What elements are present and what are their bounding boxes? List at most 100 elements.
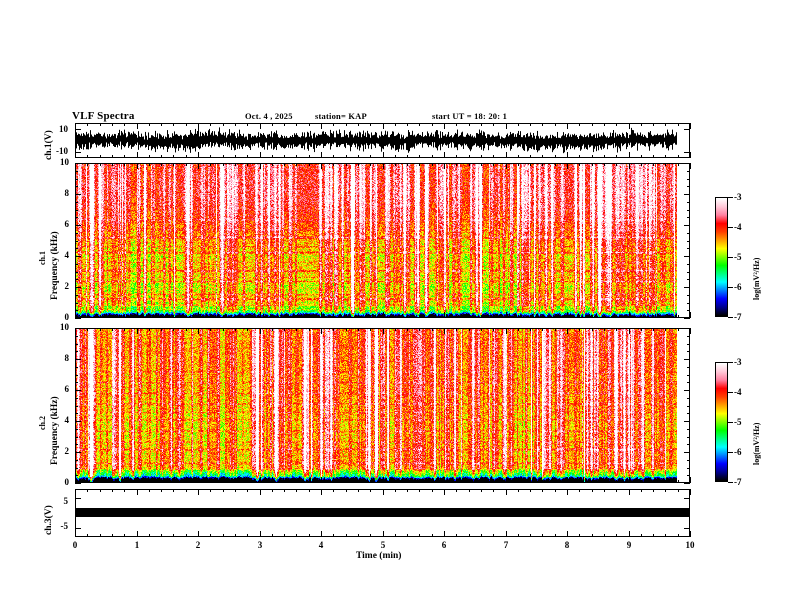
- ch1-spec-y-tick: [684, 194, 690, 195]
- colorbar-tick-label: -7: [734, 477, 742, 487]
- x-tick-minor: [284, 163, 285, 166]
- colorbar-tick: [728, 287, 733, 288]
- x-tick-minor: [395, 123, 396, 126]
- ch1-spec-y-tick: [75, 318, 81, 319]
- x-tick-minor: [506, 163, 507, 169]
- x-tick-minor: [493, 489, 494, 492]
- x-tick-minor: [87, 489, 88, 492]
- x-tick-minor: [579, 534, 580, 537]
- x-tick-minor: [678, 155, 679, 158]
- x-tick-minor: [333, 155, 334, 158]
- x-tick-minor: [641, 480, 642, 483]
- x-axis-label: Time (min): [356, 551, 402, 561]
- x-tick-minor: [665, 328, 666, 331]
- x-tick-minor: [358, 534, 359, 537]
- x-tick-label: 3: [257, 540, 263, 550]
- ch2-spec-y-tick: [75, 406, 78, 407]
- x-tick-minor: [75, 152, 76, 158]
- x-tick-minor: [100, 315, 101, 318]
- ch1-spec-y-tick: [75, 287, 81, 288]
- x-tick-minor: [210, 328, 211, 331]
- x-tick-minor: [506, 312, 507, 318]
- x-tick-minor: [309, 315, 310, 318]
- x-tick-minor: [284, 315, 285, 318]
- x-tick-minor: [592, 480, 593, 483]
- x-tick-minor: [75, 123, 76, 129]
- ch2-spec-y-tick: [75, 413, 78, 414]
- x-tick-minor: [100, 480, 101, 483]
- x-tick-minor: [358, 328, 359, 331]
- x-tick-minor: [309, 163, 310, 166]
- x-tick-minor: [444, 531, 445, 537]
- x-tick-minor: [432, 328, 433, 331]
- ch2-spec-y-tick: [75, 468, 78, 469]
- x-tick-minor: [173, 163, 174, 166]
- x-tick-minor: [210, 315, 211, 318]
- x-tick-minor: [616, 163, 617, 166]
- x-tick-minor: [395, 163, 396, 166]
- x-tick-minor: [235, 489, 236, 492]
- x-tick-minor: [616, 123, 617, 126]
- ch2-spec-y-tick: [687, 429, 690, 430]
- ch1-spec-y-tick: [687, 233, 690, 234]
- x-tick-minor: [690, 328, 691, 334]
- ch2-spec-y-tick: [687, 468, 690, 469]
- x-tick-minor: [309, 480, 310, 483]
- x-tick-minor: [592, 489, 593, 492]
- ch2-spec-y-tick: [687, 406, 690, 407]
- x-tick-minor: [493, 163, 494, 166]
- x-tick-minor: [518, 534, 519, 537]
- x-tick-minor: [137, 531, 138, 537]
- ch3-wave-y-tick: [684, 528, 690, 529]
- ch1-spec-y-tick: [684, 287, 690, 288]
- colorbar-tick-label: -7: [734, 312, 742, 322]
- x-tick-minor: [493, 534, 494, 537]
- ch1-spec-y-tick: [75, 295, 78, 296]
- x-tick-minor: [641, 123, 642, 126]
- ch1-spec-y-tick: [75, 264, 78, 265]
- x-tick-minor: [653, 123, 654, 126]
- x-tick-minor: [444, 489, 445, 495]
- x-tick-minor: [260, 489, 261, 495]
- x-tick-minor: [604, 480, 605, 483]
- ch3-wave-y-tick: [684, 498, 690, 499]
- ch1-spec-ytick-label: 6: [64, 219, 70, 229]
- x-tick-label: 9: [626, 540, 632, 550]
- x-tick-minor: [383, 163, 384, 169]
- x-tick-minor: [481, 123, 482, 126]
- x-tick-minor: [395, 315, 396, 318]
- x-tick-minor: [469, 328, 470, 331]
- ch2-spec-y-tick: [687, 367, 690, 368]
- x-tick-minor: [579, 489, 580, 492]
- x-tick-minor: [346, 163, 347, 166]
- x-tick-minor: [690, 531, 691, 537]
- x-tick-minor: [690, 312, 691, 318]
- x-tick-minor: [124, 155, 125, 158]
- x-tick-minor: [333, 123, 334, 126]
- x-tick-minor: [530, 163, 531, 166]
- x-tick-minor: [641, 328, 642, 331]
- ch1-ytick-pos10: 10: [59, 124, 68, 134]
- x-tick-minor: [542, 534, 543, 537]
- x-tick-minor: [678, 480, 679, 483]
- x-tick-minor: [124, 123, 125, 126]
- x-tick-minor: [309, 534, 310, 537]
- x-tick-minor: [665, 163, 666, 166]
- x-tick-minor: [653, 155, 654, 158]
- x-tick-minor: [173, 534, 174, 537]
- x-tick-minor: [481, 315, 482, 318]
- x-tick-minor: [592, 163, 593, 166]
- x-tick-minor: [346, 155, 347, 158]
- x-tick-minor: [567, 152, 568, 158]
- x-tick-minor: [555, 123, 556, 126]
- x-tick-minor: [186, 163, 187, 166]
- x-tick-minor: [223, 534, 224, 537]
- x-tick-minor: [432, 489, 433, 492]
- colorbar-tick-label: -6: [734, 282, 742, 292]
- x-tick-minor: [481, 328, 482, 331]
- x-tick-minor: [87, 315, 88, 318]
- ch1-waveform-panel: [75, 123, 690, 158]
- x-tick-minor: [629, 328, 630, 334]
- x-tick-minor: [419, 480, 420, 483]
